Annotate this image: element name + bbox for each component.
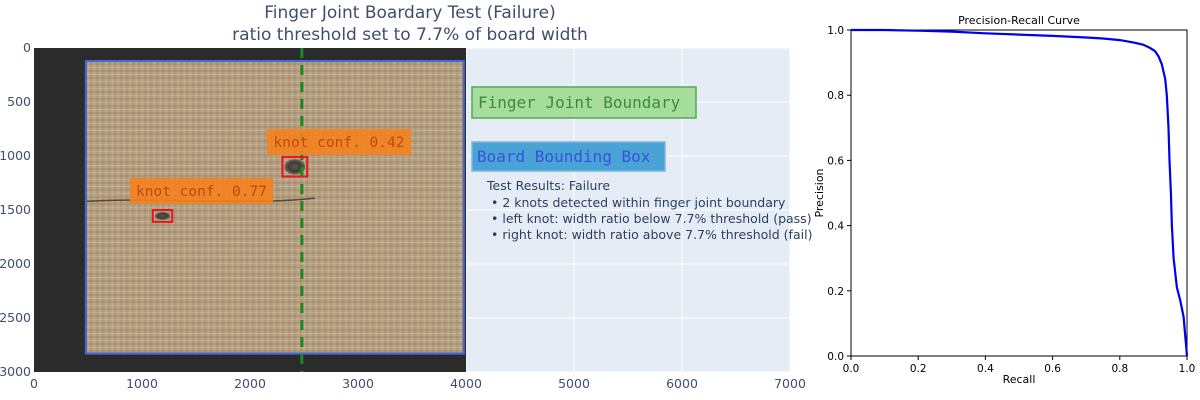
knot-left-image: [154, 212, 171, 220]
left-plot-title: Finger Joint Boardary Test (Failure): [264, 3, 556, 23]
pr-ylabel: Precision: [813, 168, 826, 217]
knot-label-left-background: [130, 178, 273, 204]
knot-label-right-background: [267, 129, 411, 155]
pr-ticks: 0.0 0.2 0.4 0.6 0.8 1.0 0.0 0.2 0.4 0.6 0.8 1.0: [827, 25, 1195, 375]
pr-x-tick-label: 0.8: [1111, 363, 1128, 375]
pr-y-tick-label: 0.8: [827, 90, 844, 102]
pr-x-tick-label: 1.0: [1179, 363, 1196, 375]
pr-x-tick-label: 0.2: [910, 363, 927, 375]
pr-axes-frame: [850, 29, 1188, 357]
knot-label-right: knot conf. 0.42: [267, 129, 411, 155]
test-results-line-1: • 2 knots detected within finger joint b…: [491, 195, 786, 210]
left-plot-subtitle: ratio threshold set to 7.7% of board wid…: [232, 25, 588, 45]
pr-plot: Precision-Recall Curve 0.0 0.2 0.4 0.6 0.8 1.…: [813, 14, 1195, 386]
left-y-tick-label: 1000: [0, 148, 31, 163]
legend-board-box-text: Board Bounding Box: [477, 147, 651, 166]
legend-board-box-background: [471, 141, 666, 172]
knot-label-right-text: knot conf. 0.42: [274, 135, 405, 151]
left-x-tick-label: 5000: [558, 376, 590, 391]
left-x-tick-label: 7000: [774, 376, 806, 391]
pr-x-tick-label: 0.6: [1044, 363, 1061, 375]
pr-xlabel: Recall: [1003, 373, 1036, 386]
left-y-tick-label: 2000: [0, 256, 31, 271]
left-x-tick-label: 0: [30, 376, 38, 391]
pr-y-tick-label: 1.0: [827, 25, 844, 37]
knot-label-left: knot conf. 0.77: [130, 178, 273, 204]
pr-x-tick-label: 0.4: [977, 363, 994, 375]
legend-board-bounding-box: Board Bounding Box: [471, 141, 666, 172]
pr-y-tick-label: 0.6: [827, 155, 844, 167]
knot-right-image: [284, 159, 306, 175]
left-x-ticks: 0 1000 2000 3000 4000 5000 6000 7000: [30, 376, 806, 391]
left-y-tick-label: 2500: [0, 310, 31, 325]
pr-y-tick-label: 0.0: [827, 351, 844, 363]
pr-title: Precision-Recall Curve: [958, 14, 1080, 27]
left-y-tick-label: 3000: [0, 364, 31, 379]
test-results-heading: Test Results: Failure: [486, 178, 610, 193]
pr-y-tick-label: 0.2: [827, 286, 844, 298]
legend-finger-joint-text: Finger Joint Boundary: [478, 93, 681, 112]
pr-y-tick-label: 0.4: [827, 221, 844, 233]
left-plot: Finger Joint Boardary Test (Failure) rat…: [0, 3, 812, 391]
left-y-tick-label: 0: [23, 40, 31, 55]
left-x-tick-label: 2000: [234, 376, 266, 391]
pr-curve-line: [851, 28, 1189, 357]
left-x-tick-label: 4000: [450, 376, 482, 391]
left-y-ticks: 0 500 1000 1500 2000 2500 3000: [0, 40, 31, 379]
left-x-tick-label: 3000: [342, 376, 374, 391]
pr-x-tick-label: 0.0: [843, 363, 860, 375]
legend-finger-joint-background: [471, 86, 697, 119]
board-bounding-box: [84, 59, 465, 355]
left-y-tick-label: 1500: [0, 202, 31, 217]
left-x-tick-label: 1000: [126, 376, 158, 391]
left-y-tick-label: 500: [7, 94, 31, 109]
test-results-line-2: • left knot: width ratio below 7.7% thre…: [491, 211, 812, 226]
wood-grain: [86, 61, 463, 353]
left-x-tick-label: 6000: [666, 376, 698, 391]
knot-box-left: [151, 209, 174, 223]
test-results: Test Results: Failure • 2 knots detected…: [486, 178, 812, 242]
board-photo: [34, 48, 466, 372]
knot-label-left-text: knot conf. 0.77: [136, 184, 267, 200]
test-results-line-3: • right knot: width ratio above 7.7% thr…: [491, 227, 812, 242]
legend-finger-joint-boundary: Finger Joint Boundary: [471, 86, 697, 119]
knot-box-right: [281, 156, 309, 178]
